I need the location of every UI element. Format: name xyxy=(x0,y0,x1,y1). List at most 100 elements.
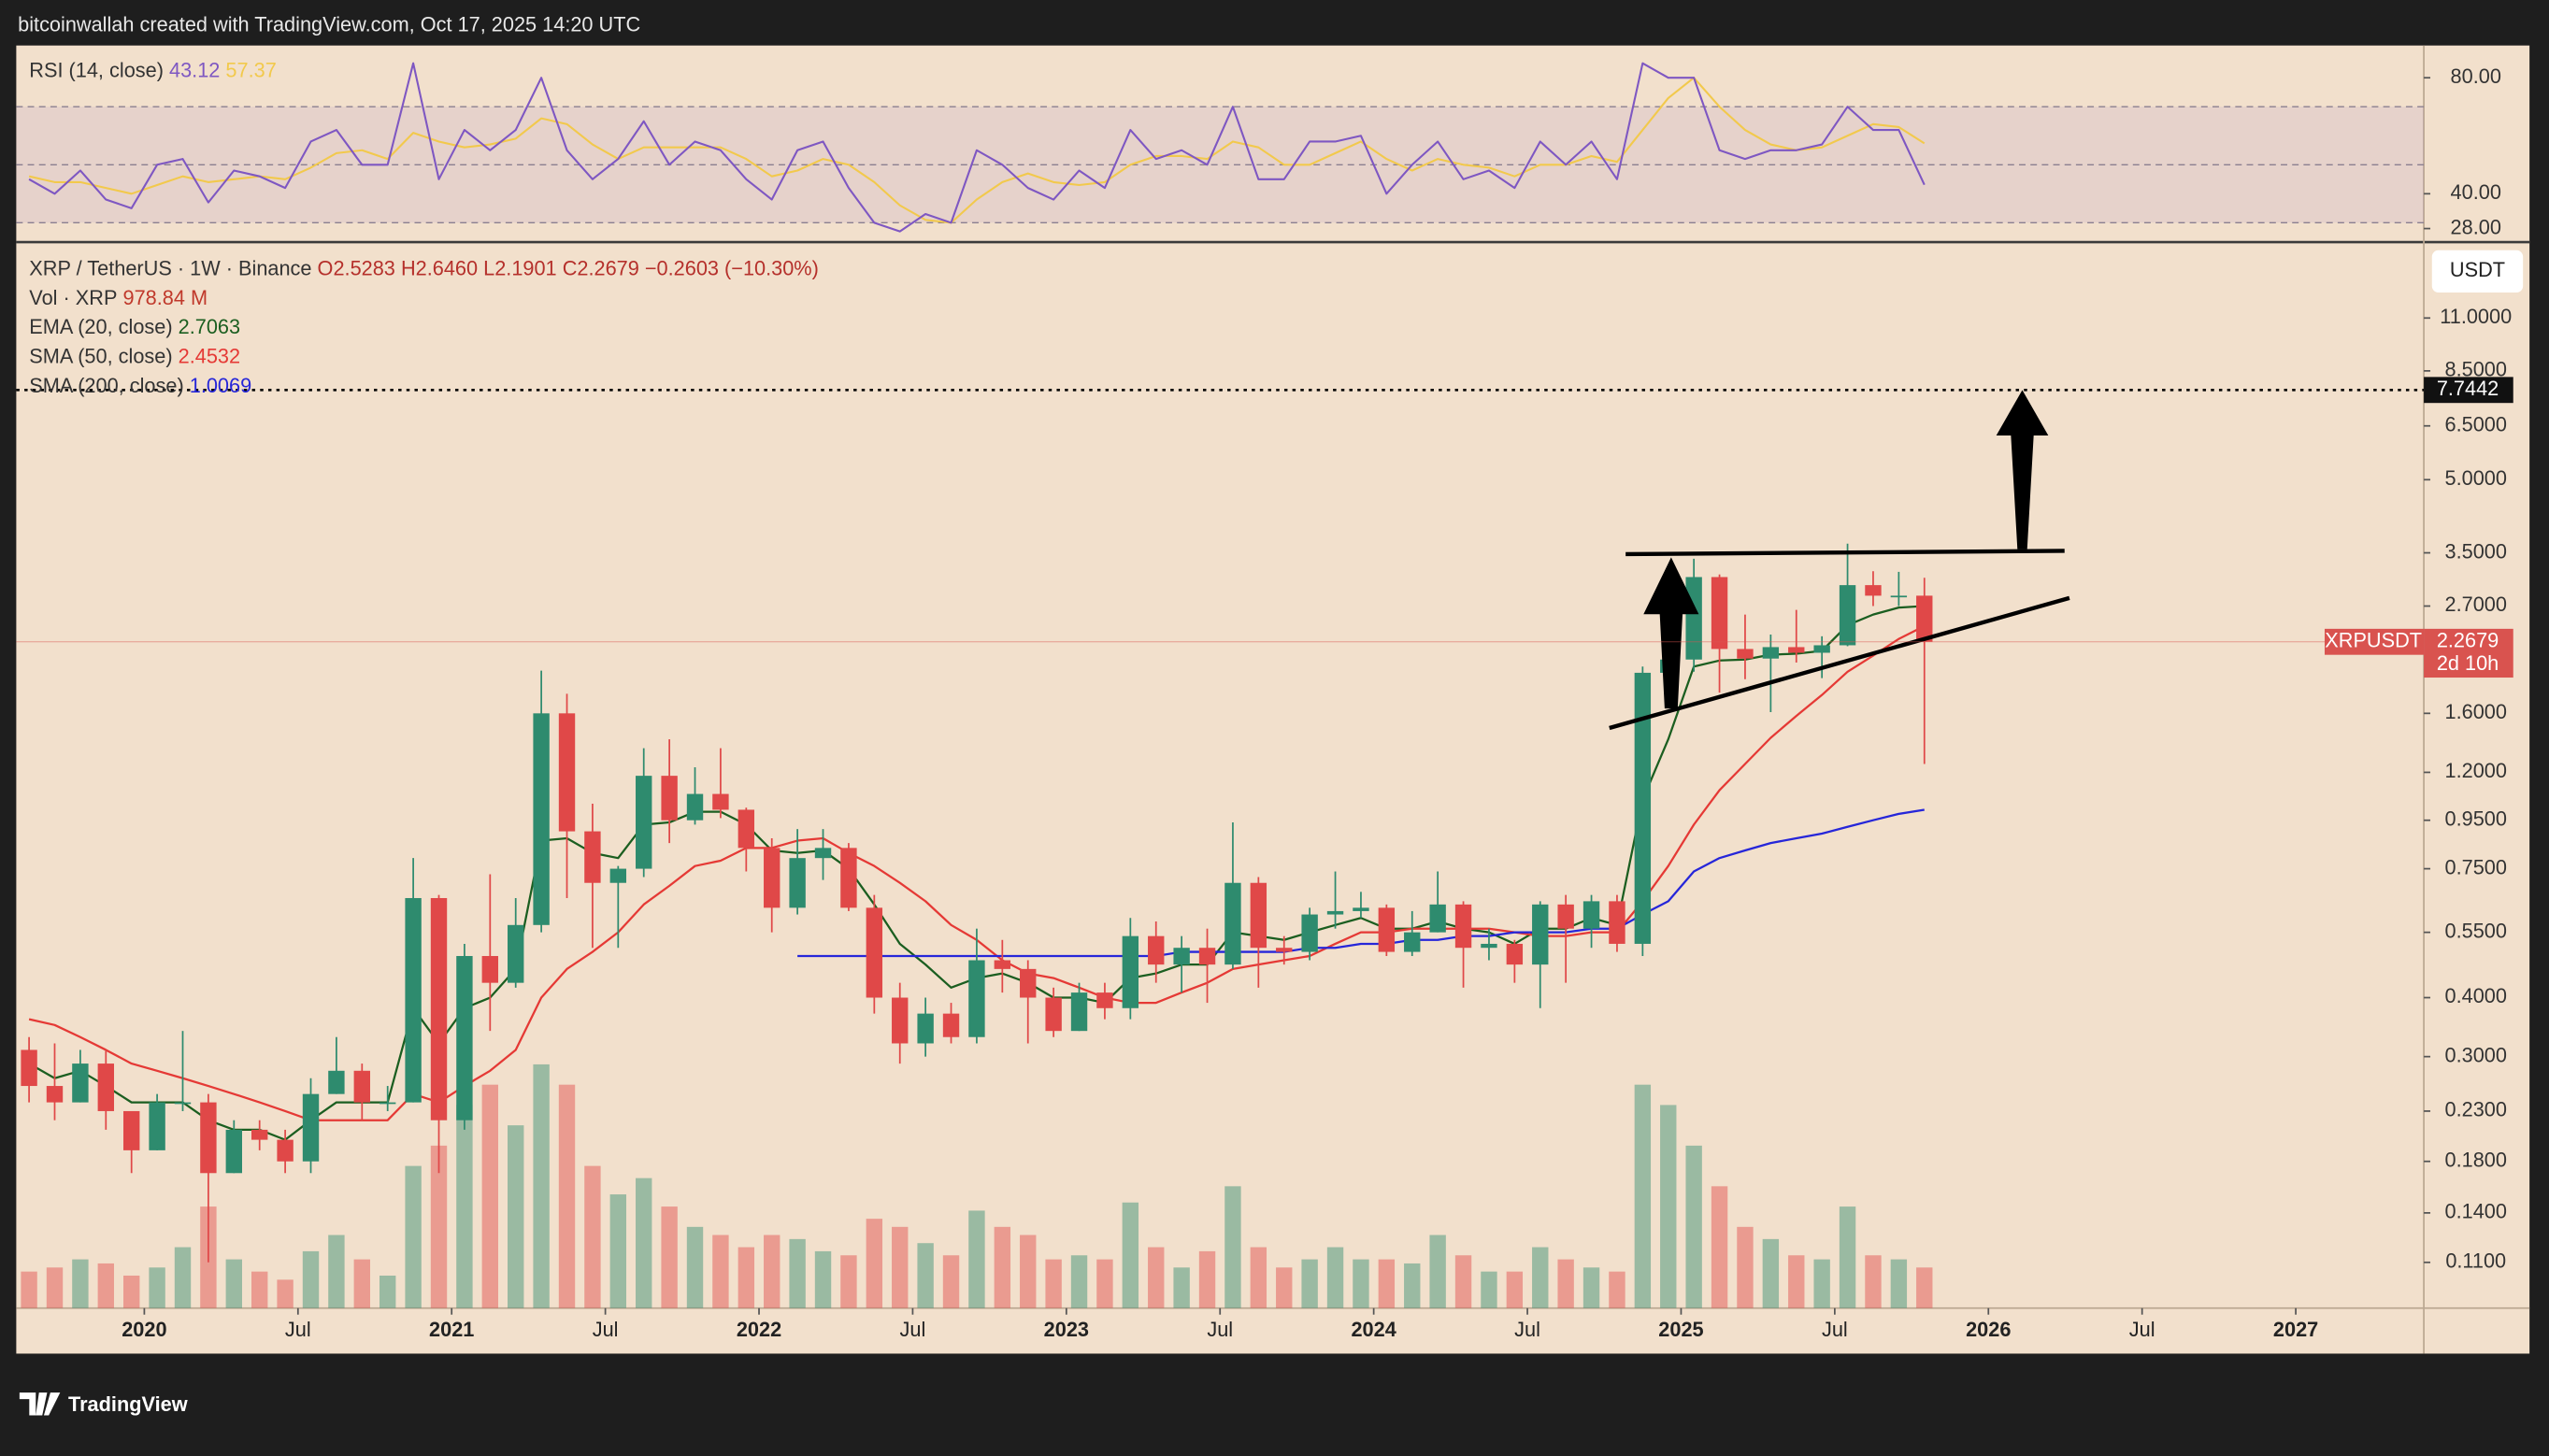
volume-bar xyxy=(942,1255,960,1308)
candle-body xyxy=(1865,585,1882,596)
x-tick-label: Jul xyxy=(593,1318,619,1341)
volume-bar xyxy=(609,1194,627,1308)
volume-bar xyxy=(174,1247,192,1308)
legend-line: Vol · XRP 978.84 M xyxy=(29,286,208,309)
candle-body xyxy=(1404,932,1421,952)
volume-bar xyxy=(1045,1259,1062,1308)
volume-bar xyxy=(789,1238,806,1308)
currency-label: USDT xyxy=(2450,258,2505,281)
candle-body xyxy=(1276,948,1293,952)
legend-line: SMA (200, close) 1.0069 xyxy=(29,374,251,397)
candle-body xyxy=(174,1102,192,1105)
candle-body xyxy=(1429,904,1446,933)
x-tick-label: Jul xyxy=(1514,1318,1540,1341)
x-tick-label: 2026 xyxy=(1966,1318,2011,1341)
y-tick-label: 1.6000 xyxy=(2445,700,2507,723)
rsi-tick-label: 40.00 xyxy=(2451,180,2501,204)
volume-bar xyxy=(1737,1226,1754,1308)
candle-body xyxy=(866,907,883,998)
x-tick-label: 2020 xyxy=(122,1318,166,1341)
y-tick-label: 0.9500 xyxy=(2445,807,2507,830)
candle-body xyxy=(1762,647,1780,659)
legend-item: XRP / TetherUS · 1W · Binance xyxy=(29,256,311,279)
volume-bar xyxy=(636,1178,652,1308)
resistance-line xyxy=(1625,549,2065,557)
legend-item: 2.4532 xyxy=(179,344,240,367)
volume-bar xyxy=(481,1084,499,1308)
volume-bar xyxy=(149,1267,165,1308)
y-tick-label: 0.5500 xyxy=(2445,919,2507,942)
volume-bar xyxy=(1506,1271,1524,1308)
candle-body xyxy=(1198,948,1216,965)
legend-item: Vol · XRP xyxy=(29,286,117,309)
legend-item: O2.5283 xyxy=(318,256,395,279)
candle-body xyxy=(1582,901,1600,929)
x-tick-label: 2021 xyxy=(429,1318,474,1341)
x-tick-label: Jul xyxy=(2129,1318,2155,1341)
candle-body xyxy=(1224,882,1241,965)
candle-body xyxy=(123,1110,140,1150)
x-tick-label: Jul xyxy=(1207,1318,1233,1341)
volume-bar xyxy=(1890,1259,1908,1308)
y-tick-label: 1.2000 xyxy=(2445,759,2507,782)
arrow xyxy=(1996,390,2049,550)
volume-bar xyxy=(1711,1186,1728,1308)
volume-bar xyxy=(814,1250,832,1308)
volume-bar xyxy=(584,1165,601,1308)
x-tick-label: 2025 xyxy=(1658,1318,1703,1341)
target-label-box xyxy=(2424,377,2513,404)
volume-bar xyxy=(1454,1255,1472,1308)
volume-bar xyxy=(1532,1247,1549,1308)
candle-body xyxy=(1378,907,1396,952)
candle-body xyxy=(1711,577,1728,649)
candle-body xyxy=(1506,943,1524,965)
legend-line: RSI (14, close) 43.12 57.37 xyxy=(29,58,276,81)
y-tick-label: 0.2300 xyxy=(2445,1098,2507,1121)
volume-bar xyxy=(1070,1255,1088,1308)
candle-body xyxy=(456,955,473,1121)
last-price-label: 2.2679 xyxy=(2437,629,2499,652)
countdown-label: 2d 10h xyxy=(2437,651,2499,675)
candle-body xyxy=(1250,882,1267,949)
candle-body xyxy=(814,848,832,859)
volume-bar xyxy=(1762,1238,1780,1308)
candle-body xyxy=(328,1070,345,1094)
candle-body xyxy=(353,1070,371,1103)
symbol-label-box xyxy=(2324,628,2425,655)
y-tick-label: 0.1100 xyxy=(2445,1249,2506,1273)
candle-body xyxy=(1532,904,1549,965)
candle-body xyxy=(277,1139,294,1162)
y-tick-label: 0.3000 xyxy=(2445,1043,2507,1066)
candle-body xyxy=(1045,997,1062,1032)
volume-bar xyxy=(712,1235,729,1308)
legend-item: SMA (200, close) xyxy=(29,374,183,397)
header-text: bitcoinwallah created with TradingView.c… xyxy=(18,13,640,36)
volume-bar xyxy=(892,1226,909,1308)
candle-body xyxy=(686,793,704,821)
chart-background xyxy=(16,45,2530,1354)
y-tick-label: 6.5000 xyxy=(2445,412,2507,435)
volume-bar xyxy=(225,1259,242,1308)
candle-body xyxy=(1454,904,1472,949)
legend-item: −0.2603 (−10.30%) xyxy=(645,256,819,279)
x-tick-label: 2022 xyxy=(737,1318,781,1341)
volume-bar xyxy=(46,1267,64,1308)
volume-bar xyxy=(1250,1247,1267,1308)
legend-line: SMA (50, close) 2.4532 xyxy=(29,344,240,367)
candle-body xyxy=(917,1013,934,1044)
volume-bar xyxy=(508,1125,524,1308)
volume-bar xyxy=(1788,1255,1805,1308)
candle-body xyxy=(1481,943,1497,949)
candle-body xyxy=(584,831,601,883)
rsi-ma-line xyxy=(28,77,1926,224)
volume-bar xyxy=(866,1219,883,1308)
logo-mark xyxy=(19,1392,61,1416)
candle-body xyxy=(712,793,729,810)
volume-bar xyxy=(1685,1145,1702,1308)
candle-body xyxy=(1737,649,1754,659)
volume-bar xyxy=(379,1275,396,1308)
candle-body xyxy=(1173,948,1190,965)
volume-bar xyxy=(302,1250,320,1308)
support-line xyxy=(1609,595,2070,731)
